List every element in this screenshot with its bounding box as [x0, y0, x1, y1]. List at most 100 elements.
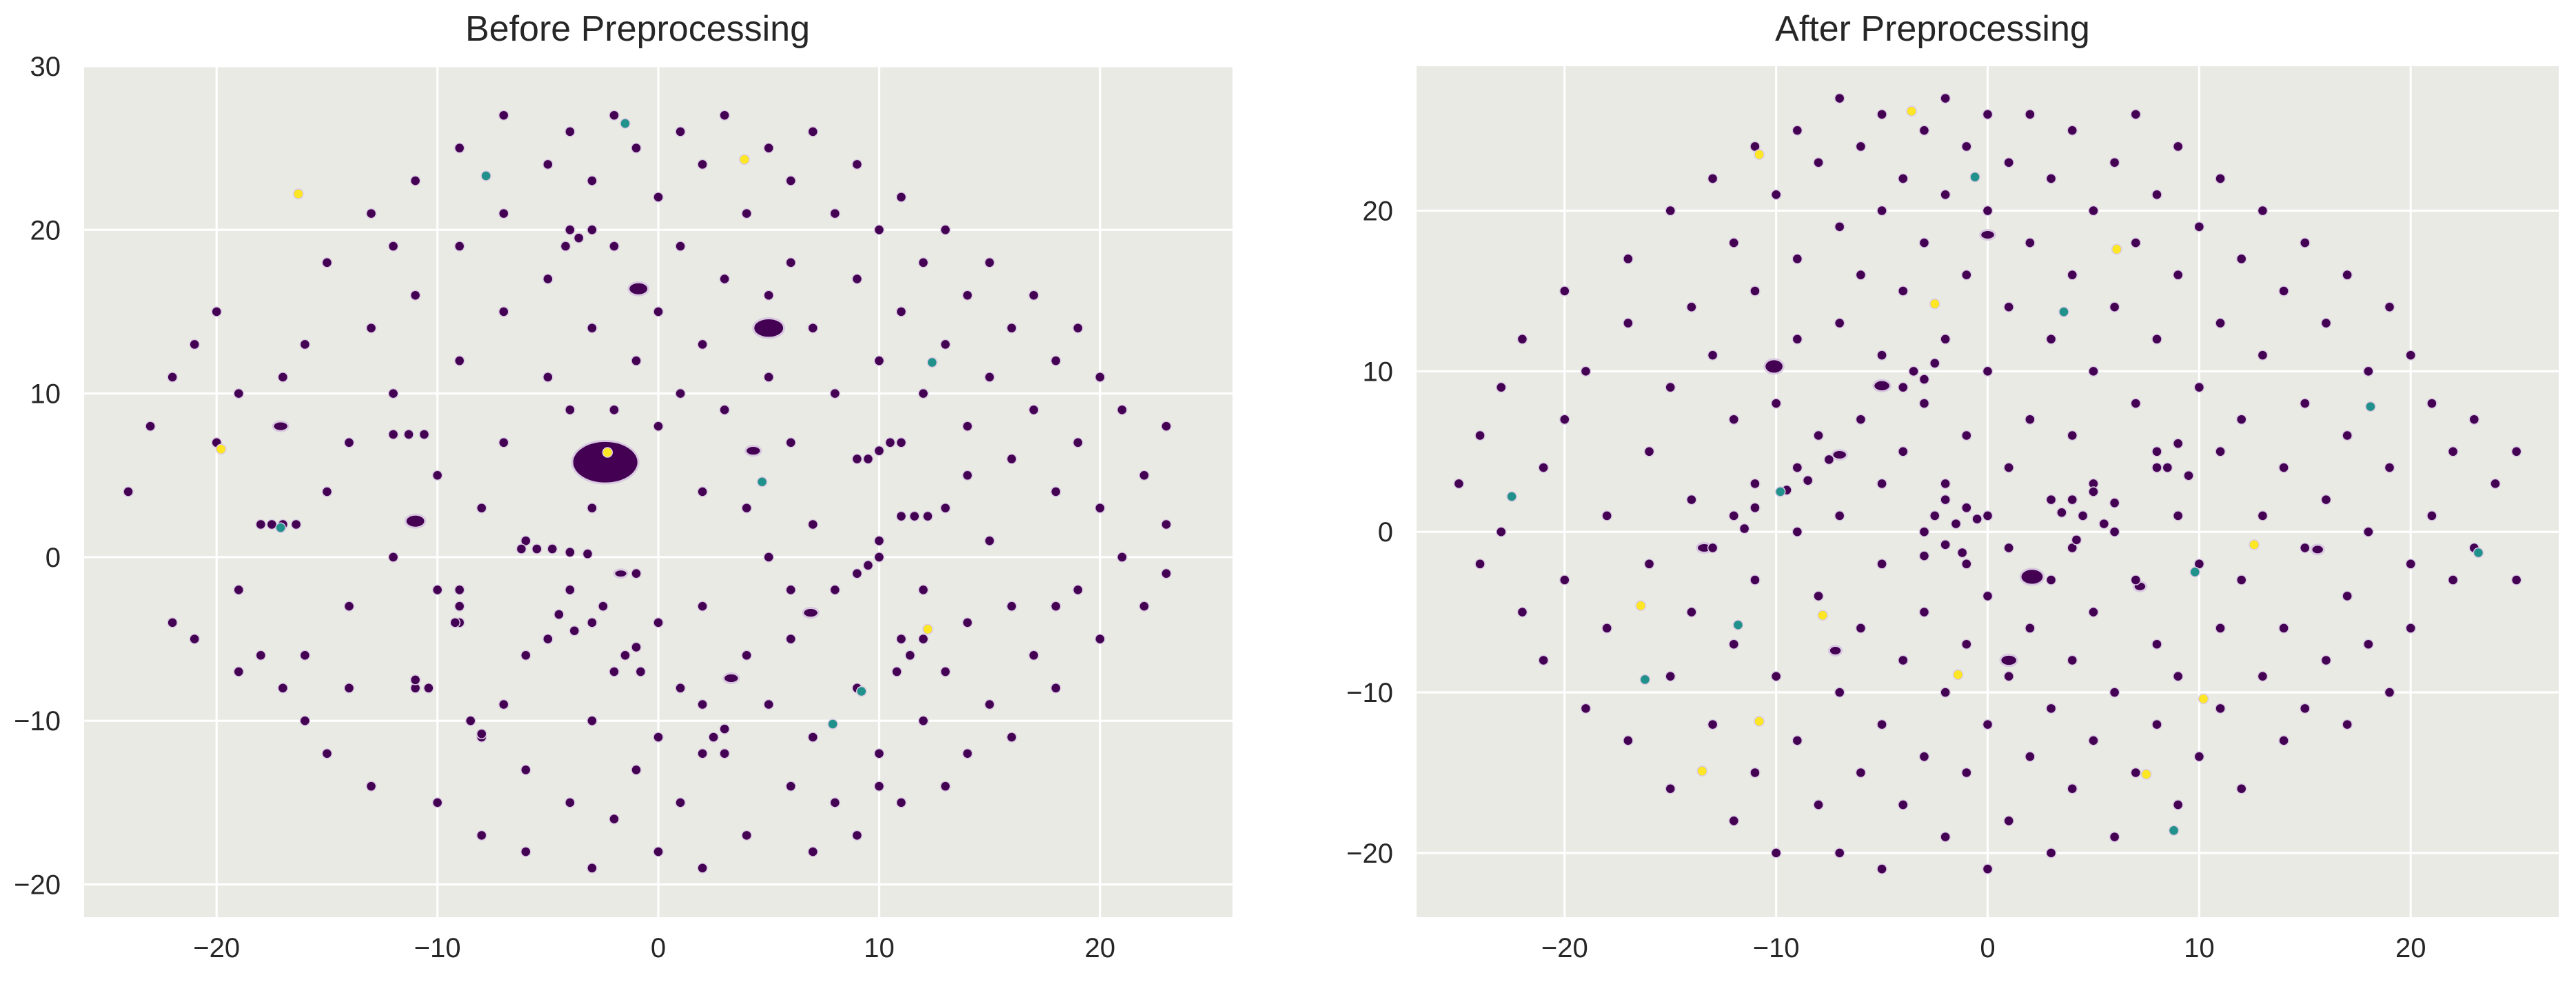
data-point	[741, 830, 752, 841]
data-point	[1538, 654, 1549, 666]
data-point	[1506, 491, 1517, 502]
data-point	[940, 502, 951, 514]
data-point	[1792, 125, 1803, 136]
data-point	[1623, 735, 1634, 746]
point-cluster	[1979, 228, 1996, 241]
data-point	[2426, 398, 2437, 409]
data-point	[2278, 735, 2289, 746]
data-point	[1792, 526, 1803, 537]
data-point	[2067, 125, 2078, 136]
data-point	[123, 486, 134, 497]
data-point	[2003, 462, 2014, 473]
data-point	[1813, 590, 1824, 602]
data-point	[1918, 526, 1930, 537]
data-point	[2342, 590, 2353, 602]
data-point	[1961, 639, 1972, 650]
data-point	[940, 666, 951, 677]
data-point	[554, 609, 565, 620]
data-point	[1665, 783, 1676, 794]
data-point	[2384, 687, 2395, 698]
data-point	[1161, 519, 1172, 530]
data-point	[1982, 590, 1994, 602]
data-point	[520, 846, 531, 857]
data-point	[1918, 398, 1930, 409]
data-point	[631, 355, 642, 366]
data-point	[719, 110, 730, 121]
data-point	[940, 224, 951, 236]
data-point	[2320, 494, 2332, 505]
data-point	[1707, 173, 1718, 184]
data-point	[2109, 301, 2120, 312]
data-point	[565, 404, 576, 416]
data-point	[1750, 574, 1761, 585]
data-point	[962, 421, 973, 432]
data-point	[2215, 703, 2226, 714]
data-point	[895, 633, 907, 645]
data-point	[299, 650, 311, 661]
y-tick-label: 30	[30, 52, 61, 82]
data-point	[785, 633, 796, 645]
data-point	[1050, 601, 1062, 612]
data-point	[675, 241, 686, 252]
data-point	[2300, 398, 2311, 409]
data-point	[277, 683, 289, 694]
data-point	[1006, 453, 1017, 465]
data-point	[1792, 462, 1803, 473]
point-cluster	[613, 568, 629, 579]
data-point	[1906, 106, 1917, 117]
x-tick-label: 10	[864, 933, 895, 963]
data-point	[940, 781, 951, 792]
x-tick-label: 10	[2184, 933, 2215, 963]
data-point	[1559, 574, 1570, 585]
data-point	[498, 437, 509, 448]
data-point	[432, 797, 443, 808]
data-point	[2130, 767, 2142, 779]
data-point	[454, 584, 465, 596]
data-point	[145, 421, 156, 432]
data-point	[365, 208, 377, 219]
data-point	[1639, 674, 1651, 685]
point-cluster	[2019, 568, 2045, 586]
data-point	[1117, 404, 1128, 416]
data-point	[1050, 486, 1062, 497]
data-point	[1792, 253, 1803, 265]
data-point	[741, 650, 752, 661]
data-point	[1161, 421, 1172, 432]
data-point	[719, 748, 730, 759]
data-point	[719, 723, 730, 734]
data-point	[2447, 446, 2459, 457]
data-point	[233, 666, 245, 677]
data-point	[1940, 478, 1951, 490]
data-point	[542, 273, 554, 285]
data-point	[2088, 735, 2099, 746]
data-point	[962, 290, 973, 301]
data-point	[1961, 269, 1972, 281]
data-point	[189, 339, 200, 350]
data-point	[1876, 350, 1887, 361]
data-point	[1823, 454, 1835, 465]
data-point	[1813, 157, 1824, 168]
data-point	[2109, 157, 2120, 168]
data-point	[2300, 237, 2311, 248]
y-tick-label: 20	[30, 215, 61, 246]
data-point	[1834, 92, 1845, 104]
data-point	[2300, 703, 2311, 714]
data-point	[1095, 502, 1106, 514]
data-point	[2025, 414, 2036, 425]
data-point	[587, 863, 598, 874]
data-point	[565, 547, 576, 558]
data-point	[763, 290, 774, 301]
data-point	[1495, 526, 1507, 537]
data-point	[1686, 494, 1697, 505]
data-point	[1792, 334, 1803, 345]
point-cluster	[272, 420, 290, 432]
data-point	[1707, 350, 1718, 361]
data-point	[675, 388, 686, 399]
data-point	[454, 355, 465, 366]
data-point	[1855, 141, 1867, 152]
data-point	[873, 552, 885, 563]
data-point	[2109, 831, 2120, 843]
data-point	[2003, 671, 2014, 682]
data-point	[1898, 285, 1909, 297]
data-point	[587, 175, 598, 186]
